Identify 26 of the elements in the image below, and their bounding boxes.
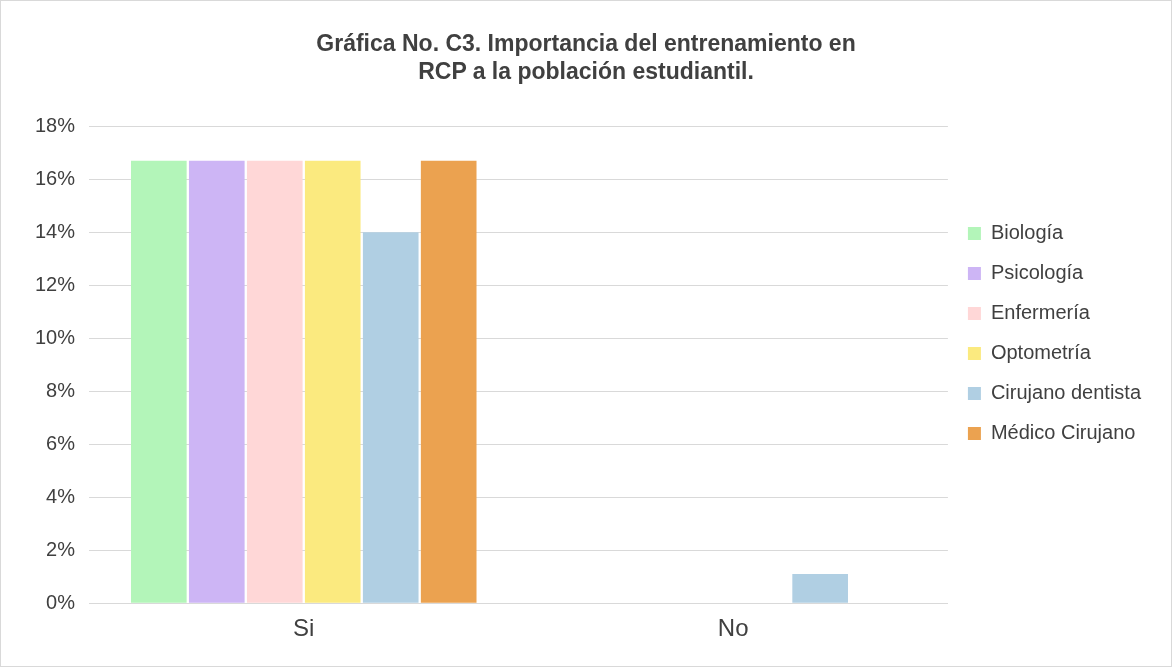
bar bbox=[362, 232, 419, 603]
legend-label: Cirujano dentista bbox=[990, 381, 1142, 404]
bar bbox=[188, 160, 245, 603]
x-tick-label: Si bbox=[293, 614, 315, 642]
y-tick-label: 4% bbox=[46, 484, 76, 507]
legend-label: Biología bbox=[990, 221, 1065, 244]
y-tick-label: 2% bbox=[46, 537, 76, 560]
y-tick-label: 12% bbox=[35, 272, 76, 295]
x-tick-label: No bbox=[717, 614, 749, 642]
y-tick-label: 8% bbox=[46, 378, 76, 401]
bar bbox=[304, 160, 361, 603]
y-tick-label: 6% bbox=[46, 431, 76, 454]
legend-label: Optometría bbox=[990, 341, 1092, 364]
legend-label: Médico Cirujano bbox=[990, 421, 1136, 444]
legend-label: Enfermería bbox=[990, 301, 1091, 324]
y-tick-label: 16% bbox=[35, 166, 76, 189]
bar bbox=[420, 160, 477, 603]
chart-title: Gráfica No. C3. Importancia del entrenamiento en RCP a la población estudiantil. bbox=[316, 30, 856, 84]
bar bbox=[246, 160, 303, 603]
bar bbox=[130, 160, 187, 603]
y-tick-label: 14% bbox=[35, 219, 76, 242]
y-tick-label: 0% bbox=[46, 590, 76, 613]
y-tick-label: 18% bbox=[35, 113, 76, 136]
bar bbox=[792, 574, 848, 603]
legend-label: Psicología bbox=[990, 261, 1085, 284]
y-tick-label: 10% bbox=[35, 325, 76, 348]
